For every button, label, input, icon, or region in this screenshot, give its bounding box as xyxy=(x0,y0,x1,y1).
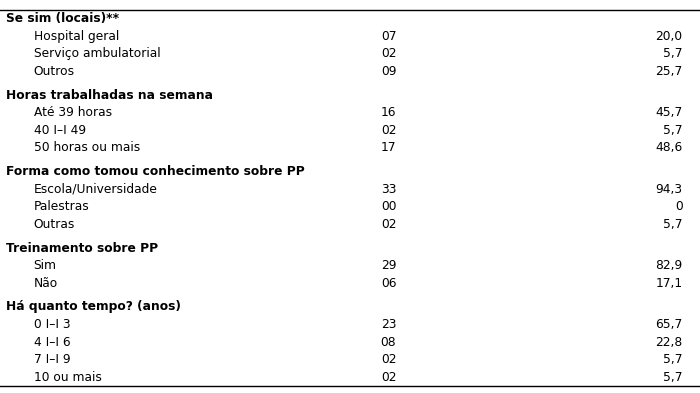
Text: 48,6: 48,6 xyxy=(655,141,682,154)
Text: 17,1: 17,1 xyxy=(655,277,682,290)
Text: 7 I–I 9: 7 I–I 9 xyxy=(34,353,70,366)
Text: 82,9: 82,9 xyxy=(655,259,682,272)
Text: Escola/Universidade: Escola/Universidade xyxy=(34,183,158,196)
Text: 06: 06 xyxy=(381,277,396,290)
Text: 02: 02 xyxy=(381,353,396,366)
Text: Serviço ambulatorial: Serviço ambulatorial xyxy=(34,47,160,60)
Text: 29: 29 xyxy=(381,259,396,272)
Text: Até 39 horas: Até 39 horas xyxy=(34,106,112,119)
Text: Outros: Outros xyxy=(34,65,75,78)
Text: 5,7: 5,7 xyxy=(663,124,682,137)
Text: 94,3: 94,3 xyxy=(655,183,682,196)
Text: 17: 17 xyxy=(381,141,396,154)
Text: Forma como tomou conhecimento sobre PP: Forma como tomou conhecimento sobre PP xyxy=(6,165,304,178)
Text: 5,7: 5,7 xyxy=(663,353,682,366)
Text: Não: Não xyxy=(34,277,58,290)
Text: 20,0: 20,0 xyxy=(655,29,682,43)
Text: 08: 08 xyxy=(381,336,396,349)
Text: 5,7: 5,7 xyxy=(663,371,682,384)
Text: Horas trabalhadas na semana: Horas trabalhadas na semana xyxy=(6,88,213,101)
Text: Se sim (locais)**: Se sim (locais)** xyxy=(6,12,119,25)
Text: 10 ou mais: 10 ou mais xyxy=(34,371,102,384)
Text: Outras: Outras xyxy=(34,218,75,231)
Text: Palestras: Palestras xyxy=(34,200,90,213)
Text: 16: 16 xyxy=(381,106,396,119)
Text: 5,7: 5,7 xyxy=(663,47,682,60)
Text: 0: 0 xyxy=(675,200,682,213)
Text: Há quanto tempo? (anos): Há quanto tempo? (anos) xyxy=(6,300,181,313)
Text: 02: 02 xyxy=(381,124,396,137)
Text: 02: 02 xyxy=(381,371,396,384)
Text: Sim: Sim xyxy=(34,259,57,272)
Text: 02: 02 xyxy=(381,47,396,60)
Text: 65,7: 65,7 xyxy=(655,318,682,331)
Text: 07: 07 xyxy=(381,29,396,43)
Text: 0 I–I 3: 0 I–I 3 xyxy=(34,318,70,331)
Text: 23: 23 xyxy=(381,318,396,331)
Text: 45,7: 45,7 xyxy=(655,106,682,119)
Text: Hospital geral: Hospital geral xyxy=(34,29,119,43)
Text: 25,7: 25,7 xyxy=(655,65,682,78)
Text: 00: 00 xyxy=(381,200,396,213)
Text: 02: 02 xyxy=(381,218,396,231)
Text: 09: 09 xyxy=(381,65,396,78)
Text: 40 I–I 49: 40 I–I 49 xyxy=(34,124,85,137)
Text: Treinamento sobre PP: Treinamento sobre PP xyxy=(6,242,158,255)
Text: 50 horas ou mais: 50 horas ou mais xyxy=(34,141,140,154)
Text: 4 I–I 6: 4 I–I 6 xyxy=(34,336,70,349)
Text: 5,7: 5,7 xyxy=(663,218,682,231)
Text: 33: 33 xyxy=(381,183,396,196)
Text: 22,8: 22,8 xyxy=(655,336,682,349)
